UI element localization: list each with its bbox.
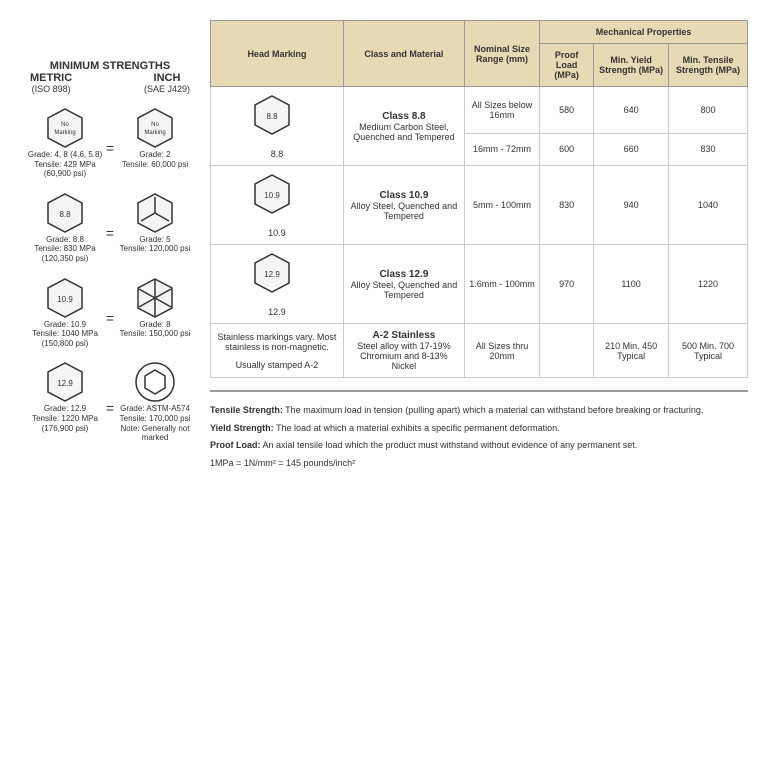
metric-heading: METRIC — [30, 72, 72, 84]
metric-sub: (ISO 898) — [30, 84, 72, 94]
svg-text:12.9: 12.9 — [264, 270, 280, 279]
equivalence-panel: MINIMUM STRENGTHS METRIC(ISO 898) INCH(S… — [20, 20, 200, 474]
def-yield-text: The load at which a material exhibits a … — [274, 423, 560, 433]
th-tensile: Min. Tensile Strength (MPa) — [669, 44, 748, 87]
th-size: Nominal Size Range (mm) — [464, 21, 539, 87]
svg-text:8.8: 8.8 — [59, 210, 71, 219]
table-row: 8.88.8Class 8.8Medium Carbon Steel, Quen… — [211, 87, 748, 134]
table-row: 10.910.9Class 10.9Alloy Steel, Quenched … — [211, 166, 748, 245]
left-title: MINIMUM STRENGTHS — [20, 60, 200, 72]
svg-text:Marking: Marking — [54, 130, 75, 136]
main-table-panel: Head Marking Class and Material Nominal … — [210, 20, 748, 474]
th-class: Class and Material — [343, 21, 464, 87]
table-row: 12.912.9Class 12.9Alloy Steel, Quenched … — [211, 245, 748, 324]
def-tensile-label: Tensile Strength: — [210, 405, 283, 415]
def-tensile-text: The maximum load in tension (pulling apa… — [283, 405, 704, 415]
svg-text:No: No — [61, 122, 69, 128]
svg-text:Marking: Marking — [144, 130, 165, 136]
svg-text:10.9: 10.9 — [57, 295, 73, 304]
equivalence-row: NoMarkingGrade: 4, 8 (4.6, 5.8)Tensile: … — [20, 106, 200, 179]
def-proof-label: Proof Load: — [210, 440, 261, 450]
inch-heading: INCH — [144, 72, 190, 84]
definitions: Tensile Strength: The maximum load in te… — [210, 390, 748, 470]
equivalence-row: 10.9Grade: 10.9Tensile: 1040 MPa(150,800… — [20, 276, 200, 349]
svg-text:8.8: 8.8 — [266, 112, 278, 121]
table-row: Stainless markings vary. Most stainless … — [211, 324, 748, 378]
inch-sub: (SAE J429) — [144, 84, 190, 94]
svg-text:No: No — [151, 122, 159, 128]
svg-text:10.9: 10.9 — [264, 191, 280, 200]
th-mech: Mechanical Properties — [540, 21, 748, 44]
strength-table: Head Marking Class and Material Nominal … — [210, 20, 748, 378]
def-yield-label: Yield Strength: — [210, 423, 274, 433]
svg-text:12.9: 12.9 — [57, 379, 73, 388]
def-units: 1MPa = 1N/mm² = 145 pounds/inch² — [210, 457, 748, 471]
th-marking: Head Marking — [211, 21, 344, 87]
th-proof: Proof Load (MPa) — [540, 44, 594, 87]
def-proof-text: An axial tensile load which the product … — [261, 440, 638, 450]
th-yield: Min. Yield Strength (MPa) — [594, 44, 669, 87]
equivalence-row: 8.8Grade: 8.8Tensile: 830 MPa(120,350 ps… — [20, 191, 200, 264]
equivalence-row: 12.9Grade: 12.9Tensile: 1220 MPa(176,900… — [20, 360, 200, 442]
